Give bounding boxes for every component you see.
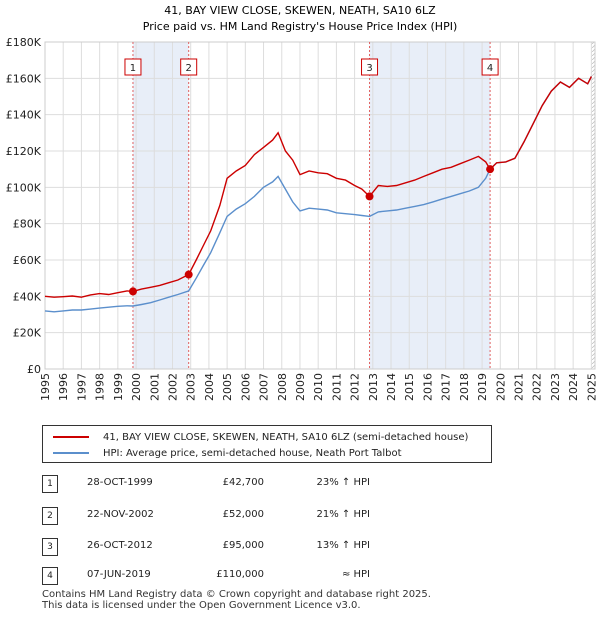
sale-1-point (128, 287, 137, 296)
sale-number-badge: 1 (42, 475, 58, 493)
x-tick-label: 2013 (367, 373, 380, 401)
x-tick-label: 2003 (185, 373, 198, 401)
sale-3-marker-label: 3 (366, 63, 372, 74)
ownership-shade-1 (132, 42, 189, 369)
sale-price: £95,000 (222, 540, 264, 551)
x-tick-label: 2020 (494, 373, 507, 401)
x-tick-label: 2000 (130, 373, 143, 401)
legend-line-hpi (53, 452, 89, 454)
legend-entry-property: 41, BAY VIEW CLOSE, SKEWEN, NEATH, SA10 … (53, 429, 468, 445)
sale-3-point (365, 192, 374, 201)
x-tick-label: 2012 (349, 373, 362, 401)
sale-1-marker-label: 1 (130, 63, 136, 74)
sale-price: £110,000 (216, 569, 264, 580)
chart-subtitle: Price paid vs. HM Land Registry's House … (143, 20, 458, 33)
plot-frame (44, 41, 596, 370)
price-chart: 41, BAY VIEW CLOSE, SKEWEN, NEATH, SA10 … (6, 4, 599, 401)
footer-license: This data is licensed under the Open Gov… (42, 600, 361, 611)
sale-hpi-comparison: ≈ HPI (341, 569, 370, 580)
legend-line-property (53, 436, 89, 438)
x-tick-label: 2006 (239, 373, 252, 401)
ownership-shade-2 (369, 42, 491, 369)
y-tick-label: £80K (13, 218, 42, 231)
sale-hpi-comparison: 21% ↑ HPI (316, 509, 370, 520)
sale-date: 26-OCT-2012 (87, 540, 153, 551)
legend-entry-hpi: HPI: Average price, semi-detached house,… (53, 445, 402, 461)
y-tick-label: £20K (13, 327, 42, 340)
sale-number-badge: 3 (42, 538, 58, 556)
legend-label-hpi: HPI: Average price, semi-detached house,… (103, 447, 402, 459)
y-tick-label: £100K (6, 181, 42, 194)
y-tick-label: £160K (6, 72, 42, 85)
chart-title: 41, BAY VIEW CLOSE, SKEWEN, NEATH, SA10 … (164, 4, 436, 17)
y-tick-label: £0 (27, 363, 41, 376)
sale-price: £42,700 (222, 477, 264, 488)
sale-4-point (486, 165, 495, 174)
sale-hpi-comparison: 13% ↑ HPI (316, 540, 370, 551)
x-tick-label: 1995 (39, 373, 52, 401)
x-tick-label: 2008 (276, 373, 289, 401)
x-tick-label: 2014 (385, 373, 398, 401)
y-tick-label: £140K (6, 109, 42, 122)
legend-label-property: 41, BAY VIEW CLOSE, SKEWEN, NEATH, SA10 … (103, 431, 469, 443)
x-tick-label: 2011 (330, 373, 343, 401)
x-tick-label: 2016 (421, 373, 434, 401)
property-price-line (44, 76, 593, 298)
chart-legend: 41, BAY VIEW CLOSE, SKEWEN, NEATH, SA10 … (42, 425, 492, 463)
y-tick-label: £60K (13, 254, 42, 267)
future-hatch (591, 42, 595, 369)
x-tick-label: 2010 (312, 373, 325, 401)
x-tick-label: 1997 (75, 373, 88, 401)
sale-1-marker-box (124, 58, 142, 76)
sale-number-badge: 4 (42, 567, 58, 585)
x-tick-label: 2015 (403, 373, 416, 401)
sale-date: 07-JUN-2019 (87, 569, 151, 580)
y-tick-label: £120K (6, 145, 42, 158)
x-tick-label: 2017 (440, 373, 453, 401)
x-tick-label: 2002 (166, 373, 179, 401)
footer-copyright: Contains HM Land Registry data © Crown c… (42, 589, 431, 600)
sale-2-point (184, 270, 193, 279)
sale-date: 28-OCT-1999 (87, 477, 153, 488)
sale-hpi-comparison: 23% ↑ HPI (316, 477, 370, 488)
sale-3-marker-box (361, 58, 379, 76)
x-tick-label: 1996 (57, 373, 70, 401)
x-tick-label: 2024 (567, 373, 580, 401)
x-tick-label: 2004 (203, 373, 216, 401)
x-tick-label: 2001 (148, 373, 161, 401)
x-tick-label: 2005 (221, 373, 234, 401)
x-tick-label: 2018 (458, 373, 471, 401)
x-tick-label: 2025 (585, 373, 598, 401)
sale-4-marker-box (481, 58, 499, 76)
sale-4-marker-label: 4 (487, 63, 493, 74)
x-tick-label: 2009 (294, 373, 307, 401)
sale-2-marker-label: 2 (186, 63, 192, 74)
footer-attribution: Contains HM Land Registry data © Crown c… (42, 589, 431, 611)
x-tick-label: 1999 (112, 373, 125, 401)
sale-2-marker-box (180, 58, 198, 76)
x-tick-label: 2023 (549, 373, 562, 401)
x-tick-label: 1998 (94, 373, 107, 401)
x-tick-label: 2022 (531, 373, 544, 401)
y-tick-label: £40K (13, 290, 42, 303)
sale-date: 22-NOV-2002 (87, 509, 154, 520)
sale-price: £52,000 (222, 509, 264, 520)
x-tick-label: 2019 (476, 373, 489, 401)
x-tick-label: 2021 (513, 373, 526, 401)
y-tick-label: £180K (6, 36, 42, 49)
x-tick-label: 2007 (258, 373, 271, 401)
sale-number-badge: 2 (42, 507, 58, 525)
